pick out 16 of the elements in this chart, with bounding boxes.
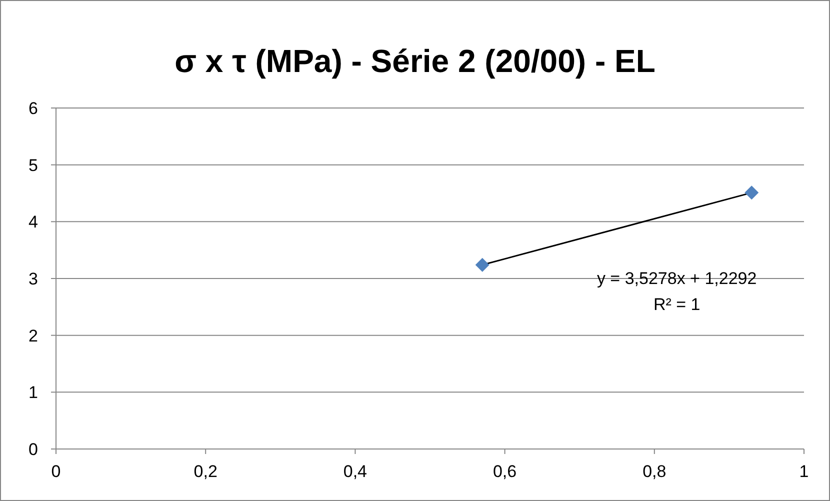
y-tick-label: 1 — [28, 383, 38, 402]
x-tick-label: 1 — [799, 462, 809, 481]
y-tick-label: 3 — [28, 269, 38, 288]
chart-title: σ x τ (MPa) - Série 2 (20/00) - EL — [174, 43, 656, 79]
x-tick-label: 0,6 — [492, 462, 517, 481]
y-tick-label: 4 — [28, 212, 38, 232]
x-tick-label: 0,2 — [194, 462, 218, 481]
y-tick-label: 0 — [28, 440, 38, 459]
x-tick-label: 0 — [51, 462, 61, 481]
annotation: y = 3,5278x + 1,2292 — [596, 269, 757, 288]
x-tick-label: 0,8 — [642, 462, 666, 481]
x-tick-label: 0,4 — [343, 462, 368, 481]
y-tick-label: 6 — [28, 98, 38, 118]
annotation: R² = 1 — [653, 295, 700, 314]
y-tick-label: 2 — [28, 326, 38, 346]
y-tick-label: 5 — [28, 156, 38, 175]
